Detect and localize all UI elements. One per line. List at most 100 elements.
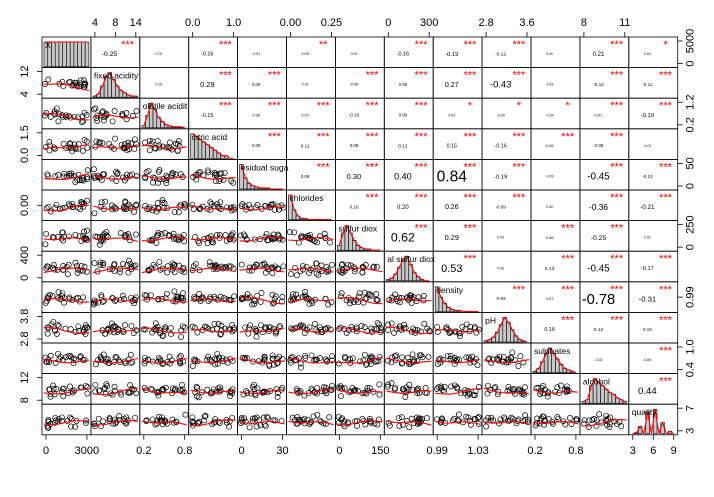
smooth-line: [239, 297, 285, 305]
scatter-point: [418, 352, 424, 359]
scatter-point: [127, 389, 134, 396]
scatter-point: [337, 383, 344, 390]
scatter-point: [111, 329, 118, 336]
scatter-point: [152, 144, 158, 151]
scatter-point: [269, 270, 276, 277]
hist-bar: [385, 279, 391, 282]
scatter-point: [308, 352, 315, 359]
smooth-line: [92, 419, 138, 426]
scatter-point: [131, 136, 138, 143]
scatter-point: [92, 105, 99, 112]
smooth-line: [386, 298, 432, 303]
scatter-point: [311, 238, 318, 245]
scatter-point: [171, 269, 178, 276]
panel-2-4: 0.29 ***: [188, 67, 238, 99]
scatter-point: [463, 413, 470, 420]
scatter-point: [469, 353, 476, 360]
scatter-point: [338, 269, 345, 276]
panel-12-9: [432, 373, 483, 405]
density-curve: [583, 377, 626, 402]
hist-bar: [589, 385, 594, 404]
panel-13-1: [41, 403, 92, 436]
scatter-point: [99, 140, 106, 147]
scatter-point: [245, 330, 252, 337]
scatter-point: [327, 326, 334, 333]
scatter-point: [156, 414, 162, 420]
correlation-value: 0.29: [445, 233, 459, 242]
significance-stars: ***: [463, 253, 477, 265]
panel-frame: [286, 67, 336, 99]
correlation-value: -0.17: [641, 266, 654, 272]
scatter-point: [314, 411, 321, 418]
tick-label: 2.8: [478, 17, 493, 29]
correlation-value: 0.10: [643, 327, 652, 332]
scatter-point: [96, 387, 103, 394]
scatter-point: [357, 358, 363, 365]
significance-stars: ***: [415, 100, 429, 112]
correlation-value: -0.02: [594, 358, 602, 362]
smooth-line: [532, 389, 578, 394]
scatter-point: [275, 359, 281, 366]
correlation-value: 0.44: [638, 386, 657, 397]
scatter-point: [226, 423, 233, 430]
scatter-point: [190, 174, 197, 180]
panel-11-8: [383, 342, 434, 375]
scatter-point: [109, 391, 116, 398]
panel-12-7: [334, 373, 385, 405]
correlation-value: 0.30: [347, 172, 362, 181]
smooth-line: [386, 357, 432, 364]
scatter-point: [443, 325, 450, 332]
scatter-point: [63, 264, 70, 271]
correlation-value: 0.21: [593, 51, 606, 58]
scatter-point: [244, 291, 251, 298]
scatter-point: [259, 329, 266, 336]
scatter-point: [370, 263, 377, 270]
significance-stars: ***: [561, 284, 575, 296]
scatter-point: [278, 202, 285, 209]
scatter-point: [122, 234, 129, 241]
scatter-point: [494, 355, 501, 362]
scatter-point: [554, 384, 561, 391]
scatter-point: [111, 108, 118, 114]
scatter-point: [72, 179, 79, 185]
variable-label: chlorides: [290, 193, 324, 203]
significance-stars: ***: [366, 100, 380, 112]
scatter-point: [270, 417, 277, 424]
scatter-point: [361, 289, 368, 296]
significance-stars: ***: [610, 131, 624, 143]
scatter-point: [52, 414, 59, 421]
tick-label: 0.2: [527, 445, 542, 457]
scatter-point: [55, 172, 62, 178]
scatter-point: [263, 230, 270, 237]
scatter-point: [385, 321, 392, 328]
panel-10-3: [139, 311, 190, 344]
scatter-point: [140, 326, 147, 333]
scatter-point: [59, 229, 66, 236]
scatter-point: [55, 289, 62, 296]
significance-stars: ***: [610, 161, 624, 173]
scatter-point: [126, 234, 133, 241]
scatter-point: [463, 354, 470, 361]
scatter-point: [606, 423, 613, 430]
correlation-value: 0.26: [445, 204, 459, 211]
scatter-point: [83, 419, 89, 426]
panel-3-9: 0.03 *: [432, 97, 483, 130]
scatter-point: [42, 241, 49, 248]
panel-7-6: [286, 220, 336, 252]
scatter-point: [254, 202, 261, 208]
scatter-point: [175, 138, 182, 145]
scatter-point: [66, 140, 73, 147]
panel-8-5: [237, 250, 287, 283]
scatter-point: [159, 199, 166, 206]
scatter-point: [228, 204, 235, 211]
hist-bar: [62, 41, 67, 67]
scatter-point: [205, 325, 212, 332]
scatter-point: [207, 199, 214, 206]
scatter-point: [368, 325, 375, 332]
scatter-point: [322, 295, 329, 302]
correlation-value: -0.11: [642, 82, 653, 87]
density-curve: [436, 286, 479, 312]
scatter-point: [55, 323, 62, 330]
smooth-line: [92, 357, 138, 364]
